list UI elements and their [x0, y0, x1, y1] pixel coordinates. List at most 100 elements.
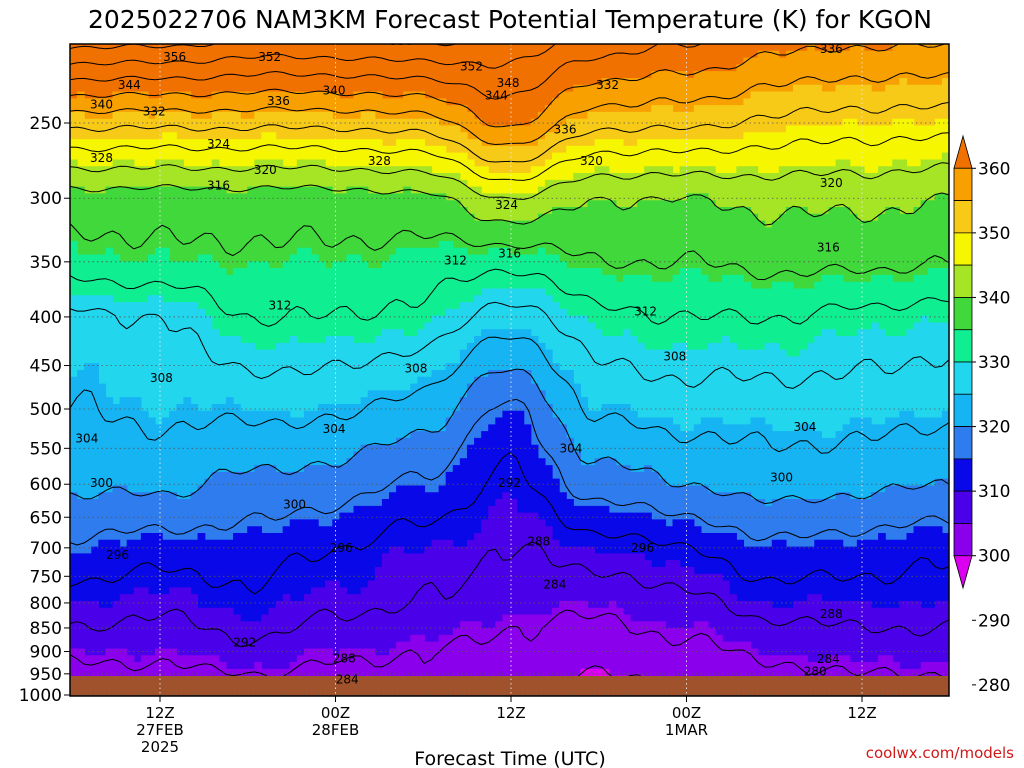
- contour-line: [70, 44, 945, 128]
- contour-line: [70, 336, 949, 454]
- x-tick-label: 00Z: [321, 704, 350, 722]
- filled-band: [70, 77, 949, 174]
- colorbar-swatch: [953, 232, 973, 266]
- contour-line: [70, 44, 556, 69]
- contour-label: 300: [770, 470, 793, 484]
- x-tick-label: 12Z: [145, 704, 174, 722]
- contour-label: 284: [543, 577, 566, 591]
- filled-band: [70, 288, 949, 439]
- x-tick-label: 27FEB: [136, 721, 183, 739]
- y-tick-label: 300: [30, 189, 62, 209]
- x-tick-label: 12Z: [496, 704, 525, 722]
- contour-label: 336: [820, 42, 843, 56]
- contour-label: 332: [596, 78, 619, 92]
- contour-label: 304: [794, 420, 817, 434]
- contour-line: [70, 398, 949, 546]
- contour-line: [70, 223, 949, 281]
- colorbar-swatch: [953, 490, 973, 524]
- credit-link[interactable]: coolwx.com/models: [866, 744, 1014, 762]
- contour-label: 344: [485, 89, 508, 103]
- y-tick-label: 450: [30, 357, 62, 377]
- contour-label: 284: [336, 672, 359, 686]
- y-tick-label: 500: [30, 400, 62, 420]
- contour-label: 280: [804, 665, 827, 679]
- chart-title: 2025022706 NAM3KM Forecast Potential Tem…: [88, 5, 932, 34]
- x-tick-label: 2025: [141, 738, 179, 756]
- contour-label: 336: [267, 94, 290, 108]
- colorbar-legend: 280 290 300 310 320 330 340 350 360: [953, 134, 1010, 696]
- contour-label: 292: [498, 476, 521, 490]
- contour-label: 288: [527, 534, 550, 548]
- contour-label: 308: [404, 361, 427, 375]
- colorbar-swatch: [953, 393, 973, 427]
- contour-label: 300: [283, 497, 306, 511]
- contour-label: 324: [207, 137, 230, 151]
- filled-band: [70, 370, 949, 554]
- colorbar-label: 300: [978, 547, 1010, 567]
- ground-strip: [70, 676, 949, 696]
- contour-label: 296: [631, 541, 654, 555]
- colorbar-swatch: [953, 555, 973, 590]
- filled-band: [70, 410, 949, 622]
- contour-line: [70, 132, 949, 181]
- contour-label: 324: [495, 198, 518, 212]
- x-axis-label: Forecast Time (UTC): [414, 748, 605, 768]
- contour-line: [70, 71, 949, 145]
- contour-label: 292: [233, 635, 256, 649]
- contour-label: 308: [663, 349, 686, 363]
- filled-band: [70, 44, 893, 127]
- contour-label: 348: [497, 76, 520, 90]
- filled-band: [70, 240, 949, 358]
- y-tick-label: 850: [30, 619, 62, 639]
- contour-label: 304: [75, 431, 98, 445]
- contour-line: [70, 541, 949, 648]
- colorbar-label: 290: [978, 611, 1010, 631]
- y-tick-label: 250: [30, 114, 62, 134]
- contour-label: 344: [118, 78, 141, 92]
- colorbar-swatch: [953, 523, 973, 557]
- contour-label: 328: [368, 154, 391, 168]
- colorbar-label: 280: [978, 676, 1010, 696]
- filled-band: [70, 329, 949, 507]
- colorbar-swatch: [953, 458, 973, 492]
- colorbar-swatch: [953, 426, 973, 460]
- x-tick-label: 28FEB: [312, 721, 359, 739]
- contour-label: 300: [90, 476, 113, 490]
- y-tick-label: 350: [30, 253, 62, 273]
- y-tick-label: 700: [30, 539, 62, 559]
- contour-label: 304: [560, 441, 583, 455]
- colorbar-label: 340: [978, 288, 1010, 308]
- contour-label: 336: [554, 123, 577, 137]
- y-tick-label: 1000: [19, 686, 62, 706]
- y-tick-label: 400: [30, 308, 62, 328]
- contour-line: [70, 609, 949, 681]
- contour-label: 356: [390, 34, 413, 48]
- contour-label: 352: [258, 50, 281, 64]
- y-tick-label: 650: [30, 508, 62, 528]
- contour-label: 288: [820, 607, 843, 621]
- contour-label: 308: [150, 371, 173, 385]
- colorbar-label: 360: [978, 159, 1010, 179]
- contour-label: 312: [634, 305, 657, 319]
- colorbar-label: 350: [978, 224, 1010, 244]
- contour-label: 340: [323, 83, 346, 97]
- contour-label: 288: [333, 651, 356, 665]
- colorbar-swatch: [953, 264, 973, 298]
- y-axis: 250 300 350 400 450 500 550 600 650 700 750 800 850 9…: [19, 114, 70, 706]
- contour-label: 328: [90, 151, 113, 165]
- colorbar-label: 330: [978, 353, 1010, 373]
- contour-label: 316: [207, 179, 230, 193]
- contour-label: 340: [90, 97, 113, 111]
- filled-band: [70, 492, 949, 670]
- contour-line: [70, 452, 949, 595]
- x-tick-label: 12Z: [847, 704, 876, 722]
- contour-label: 332: [143, 104, 166, 118]
- contour-label: 320: [254, 163, 277, 177]
- colorbar-swatch: [953, 329, 973, 363]
- y-tick-label: 750: [30, 567, 62, 587]
- contour-line: [70, 162, 949, 200]
